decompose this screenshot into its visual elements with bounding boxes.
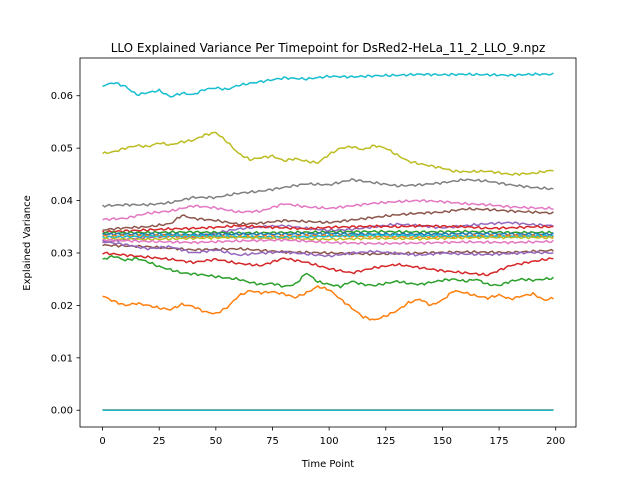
x-axis-title: Time Point [301,459,355,470]
y-tick-label: 0.06 [51,91,73,102]
plot-frame [79,57,577,428]
y-axis-title: Explained Variance [22,195,33,290]
x-tick-label: 125 [376,436,395,447]
axes-group: 0 25 50 75 100 125 150 175 200 0.00 0.01 0.02 0.03 0.… [51,57,577,447]
y-tick-label: 0.05 [51,144,73,155]
y-tick-label: 0.04 [51,196,73,207]
series-line-15 [102,239,554,258]
series-line-5 [102,207,554,231]
series-line-3 [102,178,554,208]
series-line-12 [102,235,554,242]
series-line-11 [102,233,554,240]
y-tick-label: 0.03 [51,248,73,259]
x-tick-label: 25 [153,436,166,447]
series-line-7 [102,223,554,234]
y-tick-label: 0.01 [51,353,73,364]
series-line-9 [102,231,554,237]
x-tick-label: 0 [99,436,105,447]
series-line-1 [102,72,554,98]
x-tick-label: 200 [546,436,565,447]
x-tick-label: 150 [433,436,452,447]
series-line-2 [102,131,554,176]
series-line-13 [102,238,554,246]
series-line-17 [102,255,554,289]
series-line-4 [102,199,554,222]
y-tick-label: 0.00 [51,406,73,417]
x-tick-label: 100 [320,436,339,447]
series-line-16 [102,251,554,277]
x-tick-label: 175 [490,436,509,447]
x-tick-label: 75 [266,436,279,447]
x-tick-label: 50 [209,436,222,447]
y-tick-label: 0.02 [51,301,73,312]
series-line-18 [102,285,554,321]
series-group [102,72,554,411]
chart-title: LLO Explained Variance Per Timepoint for… [111,41,546,55]
